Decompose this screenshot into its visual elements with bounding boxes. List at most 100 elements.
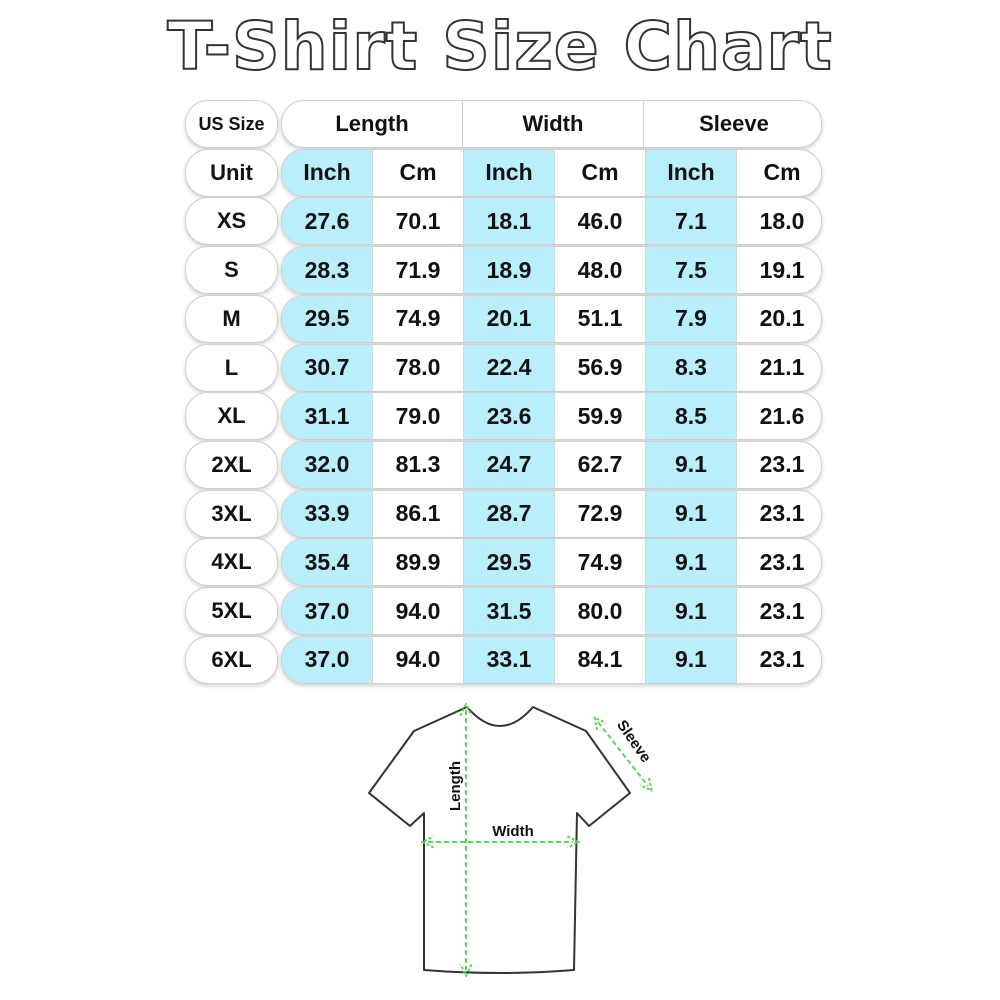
table-cell: 23.1 <box>736 539 821 586</box>
corner-label: US Size <box>185 100 278 148</box>
size-label: 4XL <box>185 538 278 587</box>
unit-header: Inch <box>645 149 736 196</box>
sleeve-label: Sleeve <box>613 717 654 766</box>
table-cell: 80.0 <box>554 588 645 634</box>
table-row: 3XL 33.9 86.1 28.7 72.9 9.1 23.1 <box>185 489 822 538</box>
table-cell: 70.1 <box>372 198 463 245</box>
table-cell: 21.6 <box>736 393 821 440</box>
tshirt-outline <box>368 706 631 974</box>
table-cell: 30.7 <box>282 344 372 391</box>
table-cell: 28.7 <box>463 490 554 537</box>
table-cell: 46.0 <box>554 198 645 245</box>
measurements: 28.3 71.9 18.9 48.0 7.5 19.1 <box>281 246 822 295</box>
table-cell: 48.0 <box>554 247 645 294</box>
table-cell: 28.3 <box>282 247 372 294</box>
size-label: 6XL <box>185 635 278 684</box>
page-title: T-Shirt Size Chart <box>166 7 833 86</box>
table-cell: 20.1 <box>736 295 821 342</box>
size-label: S <box>185 246 278 295</box>
table-row: XS 27.6 70.1 18.1 46.0 7.1 18.0 <box>185 197 822 246</box>
table-cell: 74.9 <box>554 539 645 586</box>
table-cell: 18.1 <box>463 198 554 245</box>
group-header-sleeve: Sleeve <box>643 101 821 147</box>
size-label: 5XL <box>185 587 278 635</box>
measurements: 33.9 86.1 28.7 72.9 9.1 23.1 <box>281 489 822 538</box>
table-cell: 94.0 <box>372 588 463 634</box>
size-label: M <box>185 294 278 343</box>
table-cell: 79.0 <box>372 393 463 440</box>
table-cell: 31.5 <box>463 588 554 634</box>
table-cell: 9.1 <box>645 441 736 488</box>
table-cell: 62.7 <box>554 441 645 488</box>
unit-header: Cm <box>372 149 463 196</box>
table-cell: 51.1 <box>554 295 645 342</box>
table-cell: 27.6 <box>282 198 372 245</box>
table-cell: 23.6 <box>463 393 554 440</box>
table-cell: 18.9 <box>463 247 554 294</box>
unit-header: Cm <box>554 149 645 196</box>
table-cell: 32.0 <box>282 441 372 488</box>
group-headers: Length Width Sleeve <box>281 100 822 148</box>
table-row: M 29.5 74.9 20.1 51.1 7.9 20.1 <box>185 294 822 343</box>
table-row: L 30.7 78.0 22.4 56.9 8.3 21.1 <box>185 343 822 392</box>
table-cell: 9.1 <box>645 490 736 537</box>
table-cell: 89.9 <box>372 539 463 586</box>
unit-label: Unit <box>185 148 278 197</box>
table-cell: 7.9 <box>645 295 736 342</box>
table-cell: 23.1 <box>736 636 821 683</box>
table-cell: 33.9 <box>282 490 372 537</box>
measurements: 37.0 94.0 31.5 80.0 9.1 23.1 <box>281 587 822 635</box>
table-row: 4XL 35.4 89.9 29.5 74.9 9.1 23.1 <box>185 538 822 587</box>
table-cell: 59.9 <box>554 393 645 440</box>
table-row: 2XL 32.0 81.3 24.7 62.7 9.1 23.1 <box>185 440 822 489</box>
table-cell: 71.9 <box>372 247 463 294</box>
table-cell: 86.1 <box>372 490 463 537</box>
table-cell: 24.7 <box>463 441 554 488</box>
group-header-width: Width <box>462 101 643 147</box>
group-header-length: Length <box>335 111 409 136</box>
table-cell: 9.1 <box>645 539 736 586</box>
header-row: US Size Length Width Sleeve <box>185 100 822 148</box>
table-cell: 81.3 <box>372 441 463 488</box>
table-cell: 84.1 <box>554 636 645 683</box>
measurements: 35.4 89.9 29.5 74.9 9.1 23.1 <box>281 538 822 587</box>
table-cell: 31.1 <box>282 393 372 440</box>
table-cell: 8.3 <box>645 344 736 391</box>
size-label: 2XL <box>185 440 278 489</box>
measurements: 31.1 79.0 23.6 59.9 8.5 21.6 <box>281 392 822 441</box>
size-label: XS <box>185 197 278 246</box>
table-row: 6XL 37.0 94.0 33.1 84.1 9.1 23.1 <box>185 635 822 684</box>
table-cell: 29.5 <box>463 539 554 586</box>
table-cell: 19.1 <box>736 247 821 294</box>
table-cell: 94.0 <box>372 636 463 683</box>
table-cell: 7.5 <box>645 247 736 294</box>
table-cell: 78.0 <box>372 344 463 391</box>
table-cell: 7.1 <box>645 198 736 245</box>
size-label: 3XL <box>185 489 278 538</box>
table-row: S 28.3 71.9 18.9 48.0 7.5 19.1 <box>185 246 822 295</box>
table-cell: 22.4 <box>463 344 554 391</box>
unit-headers: Inch Cm Inch Cm Inch Cm <box>281 148 822 197</box>
measurements: 32.0 81.3 24.7 62.7 9.1 23.1 <box>281 440 822 489</box>
table-row: XL 31.1 79.0 23.6 59.9 8.5 21.6 <box>185 392 822 441</box>
table-cell: 23.1 <box>736 490 821 537</box>
unit-row: Unit Inch Cm Inch Cm Inch Cm <box>185 148 822 197</box>
table-cell: 9.1 <box>645 588 736 634</box>
length-label: Length <box>447 761 464 811</box>
table-cell: 56.9 <box>554 344 645 391</box>
table-cell: 23.1 <box>736 588 821 634</box>
table-cell: 20.1 <box>463 295 554 342</box>
measurements: 30.7 78.0 22.4 56.9 8.3 21.1 <box>281 343 822 392</box>
table-cell: 37.0 <box>282 588 372 634</box>
size-label: L <box>185 343 278 392</box>
table-cell: 29.5 <box>282 295 372 342</box>
unit-header: Cm <box>736 149 821 196</box>
unit-header: Inch <box>463 149 554 196</box>
unit-header: Inch <box>282 149 372 196</box>
width-label: Width <box>492 823 534 840</box>
table-cell: 35.4 <box>282 539 372 586</box>
sleeve-arrow <box>598 722 648 786</box>
table-cell: 33.1 <box>463 636 554 683</box>
measurements: 29.5 74.9 20.1 51.1 7.9 20.1 <box>281 294 822 343</box>
